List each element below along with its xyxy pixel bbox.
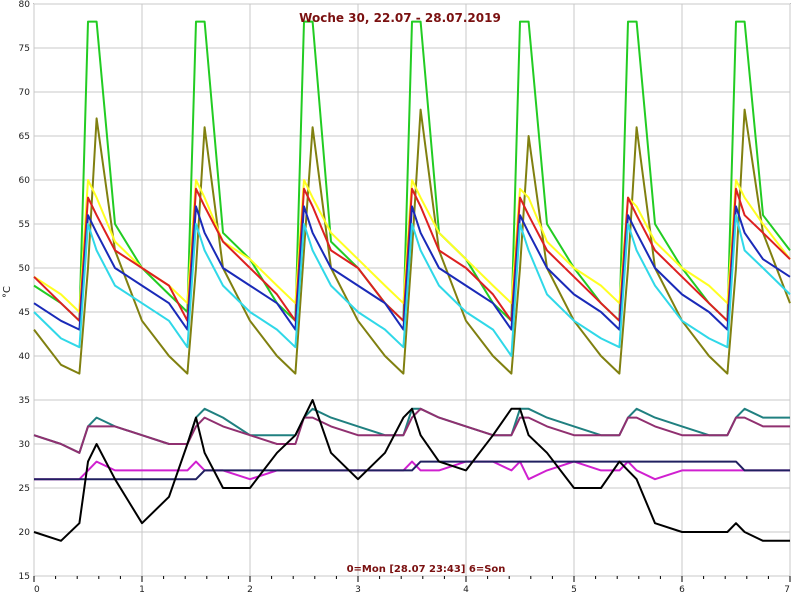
y-tick-label: 50 [19, 264, 31, 274]
x-tick-label: 3 [355, 585, 361, 595]
series-line-11 [33, 399, 790, 542]
series-line-5 [33, 205, 791, 331]
chart-title: Woche 30, 22.07 - 28.07.2019 [299, 11, 501, 25]
y-tick-label: 30 [19, 440, 31, 450]
x-tick-label: 0 [34, 585, 40, 595]
x-tick-label: 7 [784, 585, 790, 595]
series-line-6 [33, 214, 791, 357]
y-tick-label: 80 [19, 0, 31, 10]
y-tick-label: 40 [19, 352, 31, 362]
chart-footer: 0=Mon [28.07 23:43] 6=Son [347, 564, 506, 575]
x-tick-label: 2 [247, 585, 253, 595]
series-line-8 [33, 407, 790, 454]
y-tick-label: 35 [19, 396, 30, 406]
y-tick-label: 70 [19, 88, 31, 98]
series-line-1 [33, 20, 791, 322]
series-line-4 [33, 187, 791, 322]
y-tick-label: 15 [19, 572, 30, 582]
y-tick-label: 20 [19, 528, 31, 538]
x-tick-label: 1 [139, 585, 145, 595]
x-tick-label: 6 [679, 585, 685, 595]
series-lines [33, 20, 791, 542]
series-line-9 [34, 460, 790, 481]
plot-frame [33, 3, 791, 577]
series-line-10 [34, 460, 790, 481]
y-tick-label: 60 [19, 176, 31, 186]
x-tick-label: 4 [463, 585, 469, 595]
y-tick-label: 75 [19, 44, 30, 54]
y-axis-unit: °C [2, 286, 13, 298]
x-tick-label: 5 [571, 585, 577, 595]
y-tick-label: 25 [19, 484, 30, 494]
y-tick-label: 65 [19, 132, 30, 142]
y-tick-label: 55 [19, 220, 30, 230]
y-tick-label: 45 [19, 308, 30, 318]
